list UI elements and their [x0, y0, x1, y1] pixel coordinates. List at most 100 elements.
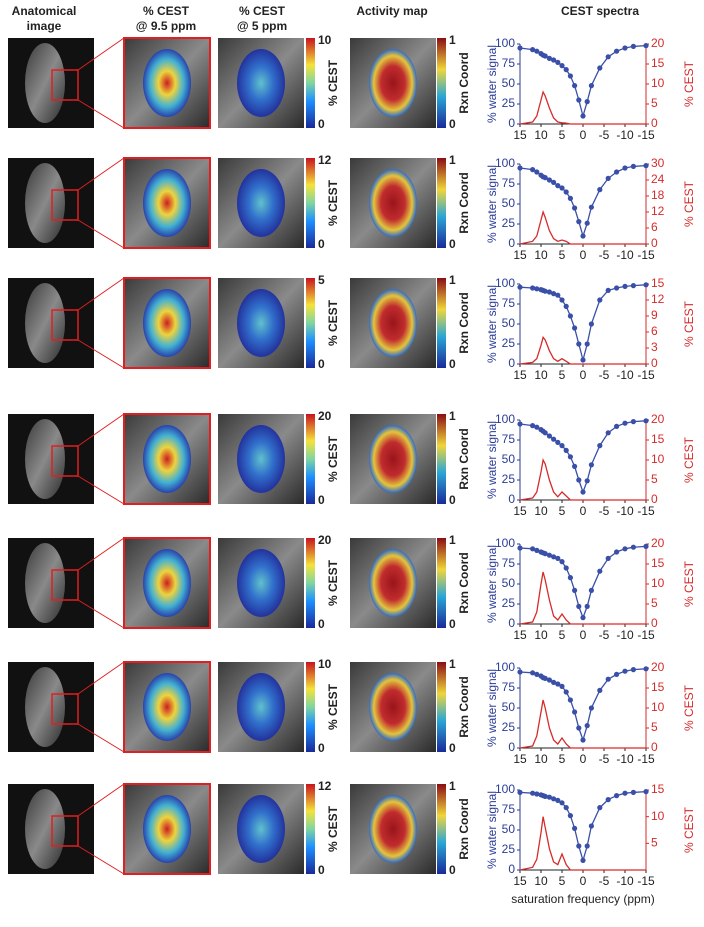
- colorbar: [306, 278, 315, 368]
- y2-tick-label: 5: [651, 96, 658, 110]
- map-overlay: [143, 169, 191, 237]
- zoom-line: [77, 157, 125, 191]
- data-point: [563, 67, 569, 73]
- data-point: [563, 303, 569, 309]
- y2-axis-label: % CEST: [682, 806, 696, 853]
- data-point: [580, 233, 586, 239]
- colorbar-tick: 0: [318, 863, 325, 877]
- colorbar-tick: 1: [449, 273, 456, 287]
- map-overlay: [369, 169, 417, 237]
- x-tick-label: 15: [513, 504, 527, 518]
- zoom-line: [77, 37, 125, 71]
- data-point: [546, 433, 553, 439]
- y-tick-label: 100: [495, 660, 515, 674]
- x-tick-label: 5: [559, 128, 566, 142]
- map-overlay: [237, 289, 285, 357]
- x-tick-label: -5: [599, 368, 610, 382]
- y-tick-label: 50: [502, 576, 516, 590]
- y2-tick-label: 10: [651, 452, 665, 466]
- x-tick-label: 5: [559, 628, 566, 642]
- colorbar: [437, 158, 446, 248]
- data-point: [572, 709, 578, 715]
- data-point: [530, 546, 536, 552]
- y-tick-label: 100: [495, 782, 515, 796]
- x-tick-label: 5: [559, 248, 566, 262]
- y2-tick-label: 0: [651, 236, 658, 250]
- colorbar-tick: 0: [449, 117, 456, 131]
- x-tick-label: -5: [599, 874, 610, 888]
- data-point: [630, 789, 637, 796]
- roi-box: [51, 69, 79, 101]
- y2-tick-label: 0: [651, 492, 658, 506]
- y-tick-label: 100: [495, 156, 515, 170]
- colorbar-label: Rxn Coord: [457, 798, 471, 859]
- x-tick-label: -5: [599, 128, 610, 142]
- data-point: [546, 794, 553, 800]
- series-line: [519, 90, 646, 125]
- data-point: [614, 423, 620, 429]
- series-line: [519, 335, 646, 365]
- data-point: [584, 723, 590, 729]
- zoom-line: [77, 413, 125, 447]
- column-header: % CEST: [239, 4, 286, 18]
- y2-tick-label: 18: [651, 188, 665, 202]
- colorbar-tick: 1: [449, 153, 456, 167]
- y-tick-label: 25: [502, 216, 516, 230]
- roi-box: [51, 189, 79, 221]
- data-point: [605, 287, 611, 293]
- y2-tick-label: 15: [651, 432, 665, 446]
- x-tick-label: -10: [616, 248, 634, 262]
- data-point: [584, 478, 590, 484]
- series-line: [519, 668, 647, 743]
- data-point: [551, 57, 557, 63]
- data-point: [572, 825, 578, 832]
- y2-tick-label: 6: [651, 324, 658, 338]
- data-point: [576, 97, 582, 103]
- column-header: % CEST: [143, 4, 190, 18]
- zoom-line: [77, 845, 125, 875]
- data-point: [597, 65, 603, 71]
- data-point: [580, 357, 586, 363]
- zoom-line: [77, 783, 125, 817]
- y2-tick-label: 10: [651, 76, 665, 90]
- data-point: [530, 790, 536, 796]
- map-overlay: [237, 549, 285, 617]
- data-point: [597, 687, 603, 694]
- data-point: [597, 805, 603, 811]
- colorbar-label: % CEST: [326, 299, 340, 346]
- series-line: [519, 816, 646, 871]
- data-point: [517, 165, 523, 171]
- data-point: [572, 463, 578, 469]
- colorbar: [306, 38, 315, 128]
- data-point: [563, 565, 569, 571]
- data-point: [563, 805, 569, 811]
- data-point: [614, 48, 620, 54]
- data-point: [517, 545, 523, 551]
- x-tick-label: 15: [513, 248, 527, 262]
- y-tick-label: 50: [502, 700, 516, 714]
- data-point: [576, 725, 582, 731]
- y2-tick-label: 15: [651, 782, 665, 796]
- x-tick-label: -15: [637, 874, 655, 888]
- data-point: [605, 430, 611, 436]
- data-point: [517, 284, 523, 290]
- data-point: [567, 813, 574, 819]
- data-point: [563, 189, 569, 195]
- data-point: [622, 790, 628, 796]
- x-tick-label: -10: [616, 368, 634, 382]
- y-tick-label: 0: [508, 616, 515, 630]
- y-tick-label: 25: [502, 596, 516, 610]
- x-tick-label: -5: [599, 752, 610, 766]
- data-point: [605, 54, 611, 60]
- x-tick-label: -15: [637, 504, 655, 518]
- data-point: [630, 419, 637, 425]
- zoom-line: [77, 339, 125, 369]
- colorbar: [437, 662, 446, 752]
- data-point: [559, 559, 565, 565]
- y2-tick-label: 5: [651, 720, 658, 734]
- y2-tick-label: 0: [651, 116, 658, 130]
- x-tick-label: -15: [637, 752, 655, 766]
- data-point: [605, 676, 611, 682]
- anatomy: [25, 283, 65, 363]
- colorbar-tick: 0: [318, 237, 325, 251]
